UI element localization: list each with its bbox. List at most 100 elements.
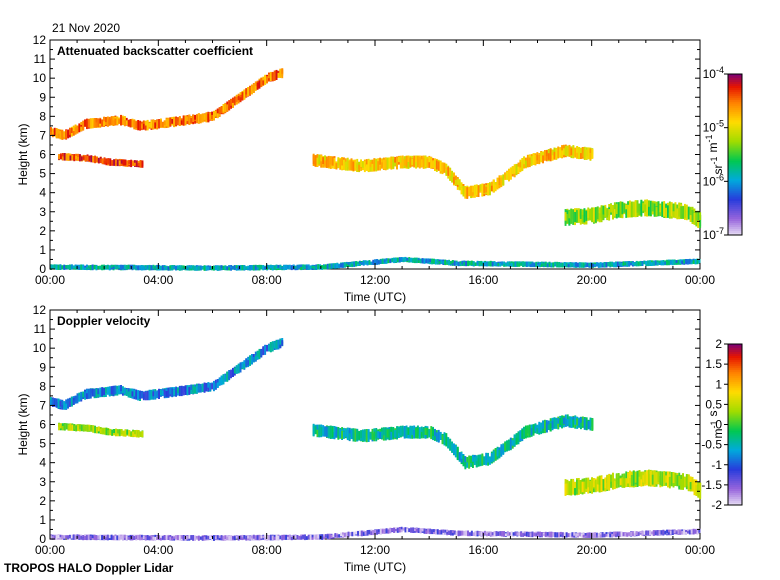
data-cell (99, 390, 102, 396)
data-cell (269, 342, 272, 353)
data-cell (226, 104, 229, 112)
data-cell (196, 116, 198, 122)
data-cell (391, 528, 394, 532)
data-cell (367, 429, 370, 438)
data-cell (247, 360, 250, 366)
colorbar-step (728, 226, 742, 230)
data-cell (156, 267, 159, 271)
data-cell (371, 428, 374, 440)
data-cell (666, 260, 668, 265)
data-cell (541, 261, 543, 265)
data-cell (216, 382, 219, 388)
data-cell (345, 263, 348, 267)
data-cell (504, 442, 507, 451)
data-cell (232, 369, 234, 377)
data-cell (659, 471, 662, 486)
data-cell (490, 452, 493, 463)
data-cell (348, 161, 351, 171)
data-cell (73, 425, 76, 430)
data-cell (661, 201, 664, 218)
data-cell (220, 265, 223, 268)
data-cell (602, 205, 605, 215)
data-cell (355, 531, 358, 535)
colorbar-step (728, 350, 742, 353)
data-cell (228, 265, 231, 270)
data-cell (222, 265, 225, 270)
data-cell (387, 258, 390, 264)
data-cell (230, 98, 232, 106)
y-tick-label: 6 (39, 148, 46, 162)
data-cell (668, 260, 670, 266)
x-tick-label: 12:00 (360, 543, 390, 557)
data-cell (237, 363, 240, 374)
data-cell (188, 267, 191, 271)
data-cell (218, 535, 221, 539)
data-cell (626, 261, 629, 267)
colorbar-step (728, 498, 742, 502)
data-cell (385, 529, 388, 534)
colorbar-step (728, 96, 742, 99)
data-cell (368, 529, 371, 535)
data-cell (519, 430, 522, 439)
data-cell (587, 421, 590, 430)
data-cell (344, 161, 347, 171)
data-cell (110, 265, 113, 268)
data-cell (696, 258, 699, 265)
data-cell (226, 371, 229, 382)
data-cell (699, 215, 702, 227)
data-cell (517, 431, 520, 443)
data-cell (605, 262, 608, 268)
data-cell (228, 535, 231, 541)
data-cell (362, 260, 365, 266)
data-cell (553, 417, 556, 429)
data-cell (218, 378, 221, 385)
data-cell (370, 531, 373, 536)
data-cell (426, 158, 429, 165)
colorbar-step (728, 396, 742, 399)
data-cell (625, 209, 628, 218)
data-cell (487, 531, 490, 534)
data-cell (466, 187, 469, 199)
data-cell (655, 207, 658, 216)
data-cell (352, 161, 355, 171)
data-cell (675, 260, 678, 263)
data-cell (690, 529, 693, 534)
data-cell (364, 531, 367, 535)
data-cell (99, 535, 102, 540)
data-cell (533, 532, 536, 536)
data-cell (427, 528, 430, 533)
data-cell (362, 532, 365, 536)
data-cell (256, 82, 259, 90)
data-cell (384, 158, 387, 170)
data-cell (470, 260, 473, 265)
data-cell (643, 530, 646, 535)
data-cell (356, 429, 359, 441)
data-cell (271, 341, 274, 352)
data-cell (405, 430, 408, 439)
data-cell (582, 262, 585, 267)
data-cell (167, 535, 170, 540)
data-cell (339, 428, 342, 439)
data-cell (423, 258, 426, 264)
data-cell (146, 535, 149, 540)
data-cell (585, 417, 588, 431)
data-cell (279, 69, 282, 78)
data-cell (556, 532, 559, 538)
colorbar-tick-label: 0 (715, 418, 722, 432)
data-cell (80, 126, 83, 132)
layer-0 (50, 68, 284, 140)
data-cell (57, 398, 60, 409)
data-cell (698, 529, 701, 533)
data-cell (194, 386, 196, 394)
data-cell (550, 533, 553, 538)
data-cell (190, 118, 193, 124)
data-cell (425, 530, 428, 534)
layer-3 (564, 199, 702, 229)
data-cell (644, 204, 647, 212)
data-cell (78, 123, 81, 133)
data-cell (504, 172, 507, 180)
data-cell (517, 166, 520, 174)
colorbar-step (728, 450, 742, 454)
data-cell (124, 159, 127, 166)
data-cell (319, 534, 322, 540)
